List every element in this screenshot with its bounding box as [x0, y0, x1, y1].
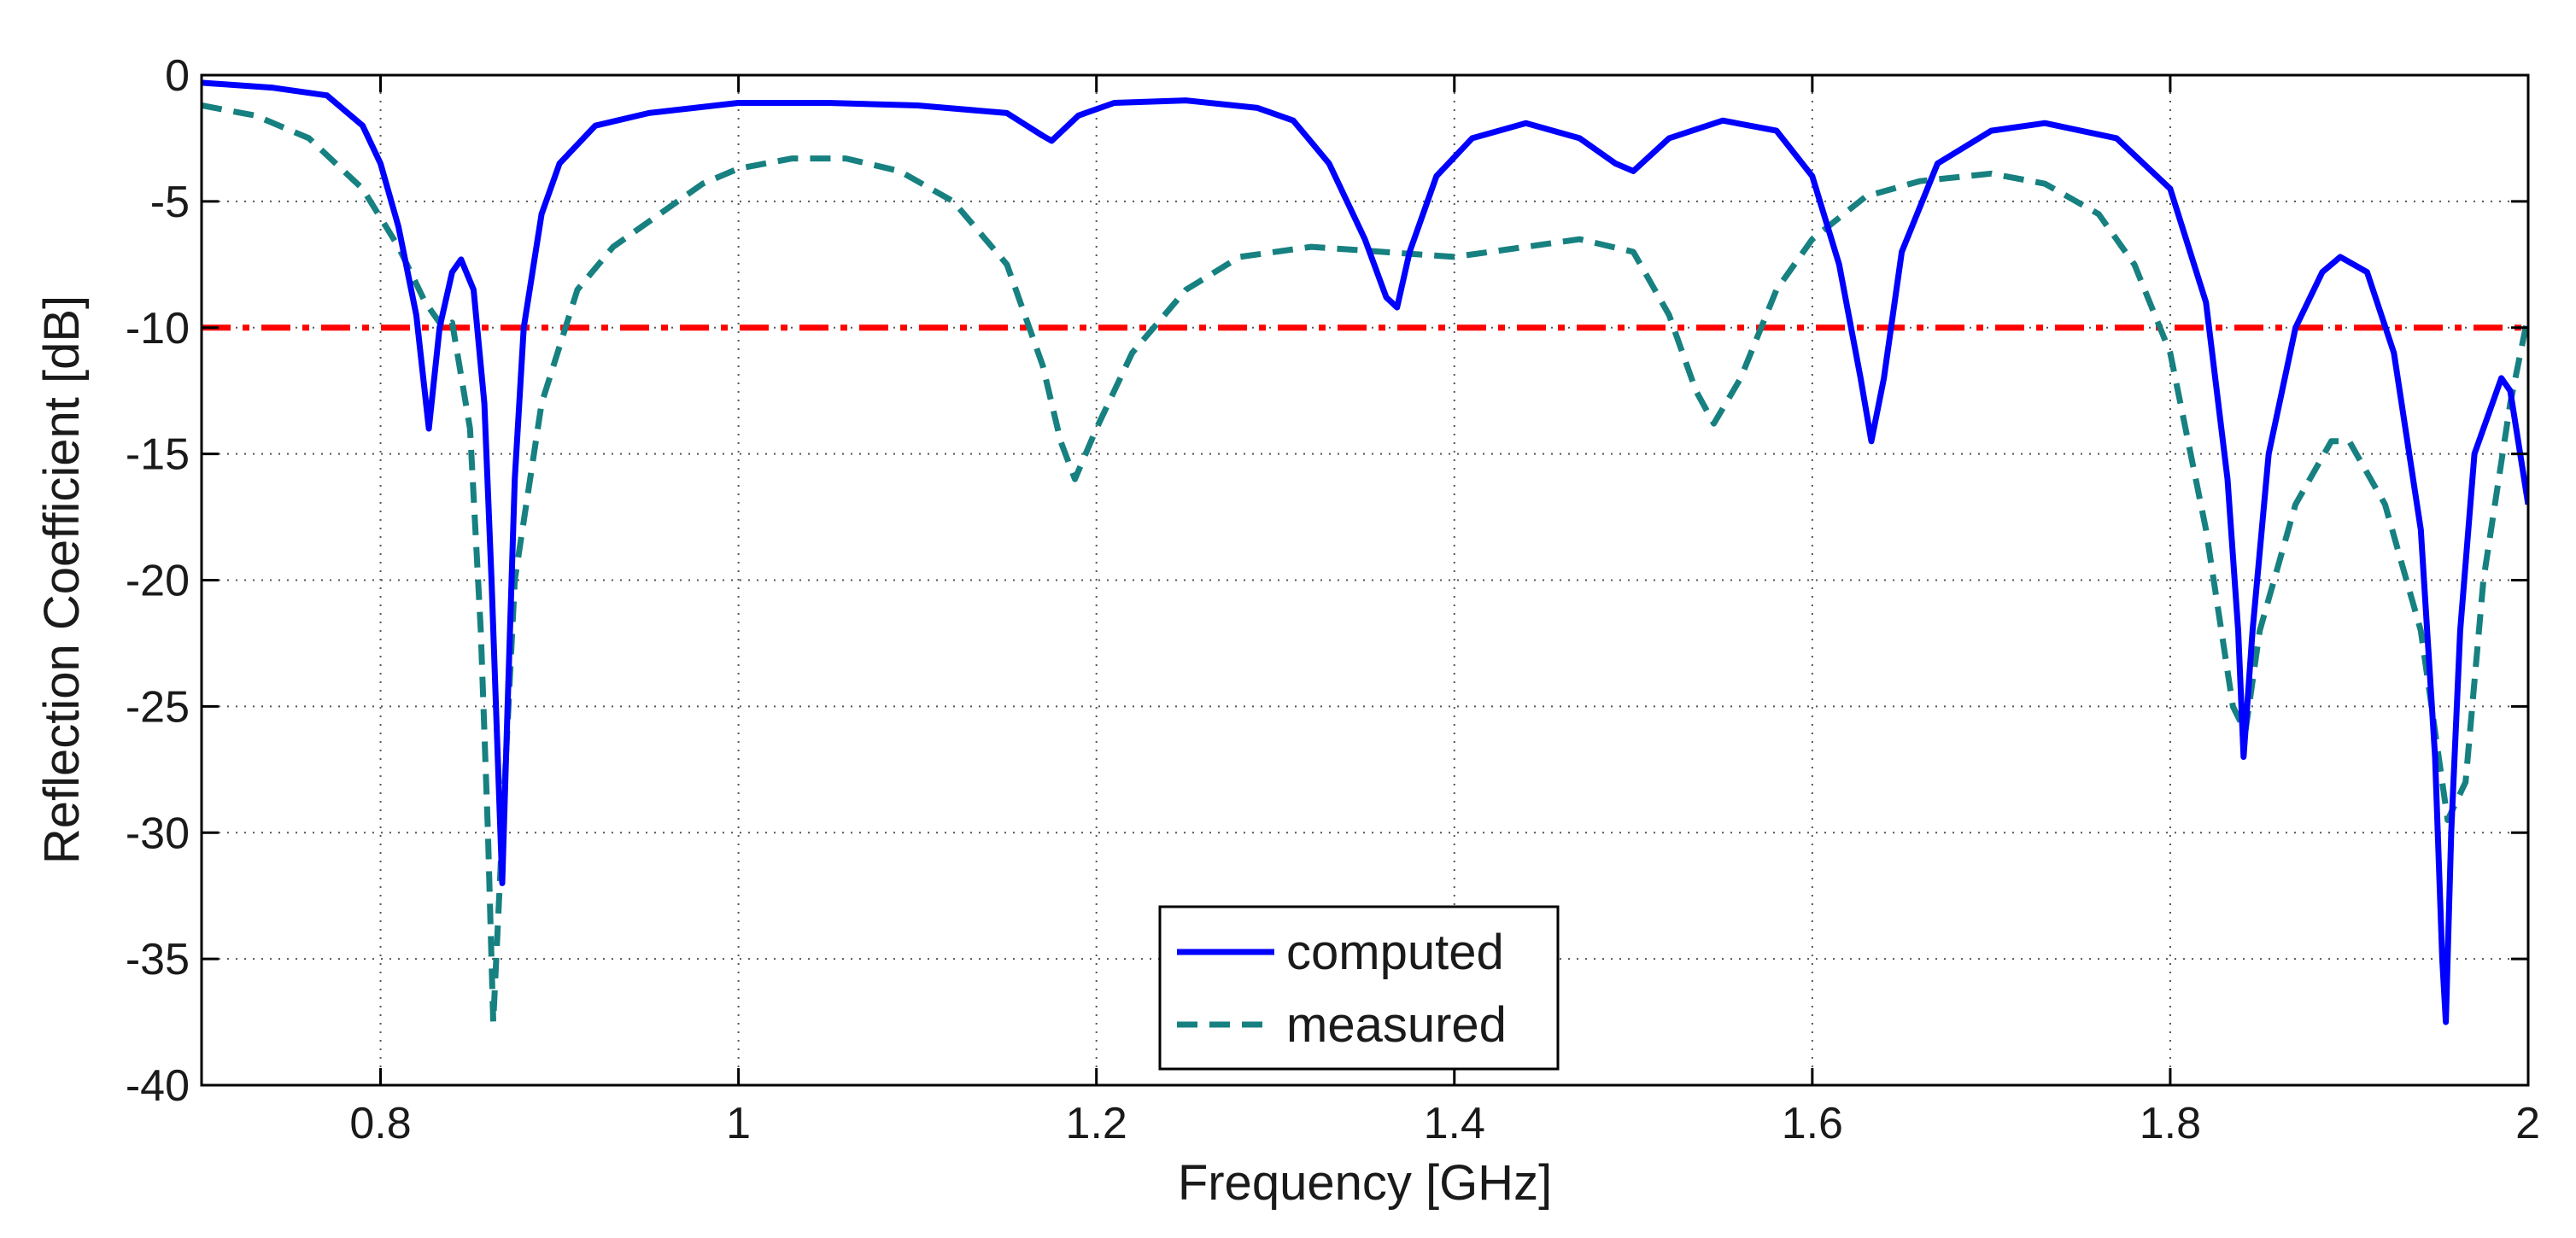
x-tick-label: 2 — [2515, 1099, 2540, 1148]
x-tick-label: 1.2 — [1066, 1099, 1127, 1148]
legend: computed measured — [1158, 905, 1560, 1071]
legend-label-measured: measured — [1286, 997, 1507, 1053]
x-tick-label: 1 — [726, 1099, 751, 1148]
y-tick-label: -25 — [126, 682, 190, 732]
y-tick-label: -10 — [126, 304, 190, 353]
y-tick-label: -5 — [150, 178, 190, 227]
legend-box — [1158, 905, 1560, 1071]
y-tick-label: -30 — [126, 809, 190, 858]
x-tick-label: 1.8 — [2140, 1099, 2201, 1148]
y-tick-label: 0 — [165, 51, 190, 101]
series-line-computed — [202, 79, 2528, 1025]
y-tick-label: -40 — [126, 1061, 190, 1111]
y-tick-label: -20 — [126, 557, 190, 606]
y-axis-label: Reflection Coefficient [dB] — [34, 295, 90, 864]
y-tick-label: -15 — [126, 430, 190, 480]
x-axis-label: Frequency [GHz] — [1178, 1155, 1552, 1211]
series-layer — [202, 79, 2528, 1025]
x-tick-label: 1.4 — [1424, 1099, 1485, 1148]
legend-label-computed: computed — [1286, 925, 1504, 980]
x-tick-label: 0.8 — [349, 1099, 411, 1148]
axis-ticks: 0.8 1 1.2 1.4 1.6 1.8 2 0 -5 -10 -15 -20 -25 -30 -35 -4… — [126, 51, 2540, 1148]
y-tick-label: -35 — [126, 935, 190, 984]
x-tick-label: 1.6 — [1782, 1099, 1843, 1148]
